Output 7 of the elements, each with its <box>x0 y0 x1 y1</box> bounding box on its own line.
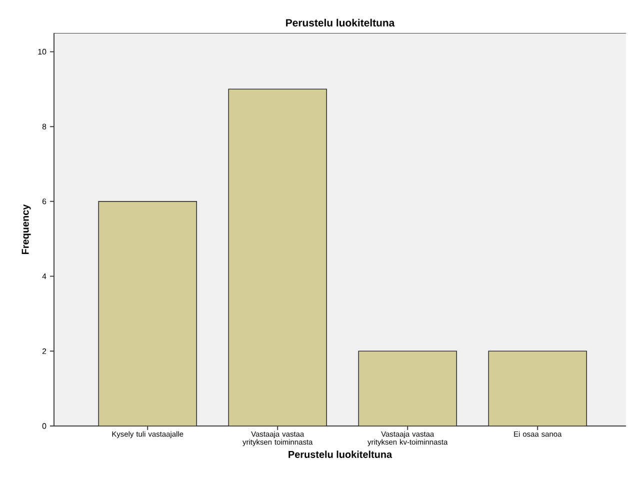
bar <box>228 88 327 426</box>
bar <box>488 350 588 426</box>
bar <box>358 350 458 426</box>
chart-title: Perustelu luokiteltuna <box>286 18 395 27</box>
x-axis-title: Perustelu luokiteltuna <box>288 450 392 458</box>
bar <box>98 201 197 426</box>
y-axis-title: Frequency <box>22 204 31 254</box>
